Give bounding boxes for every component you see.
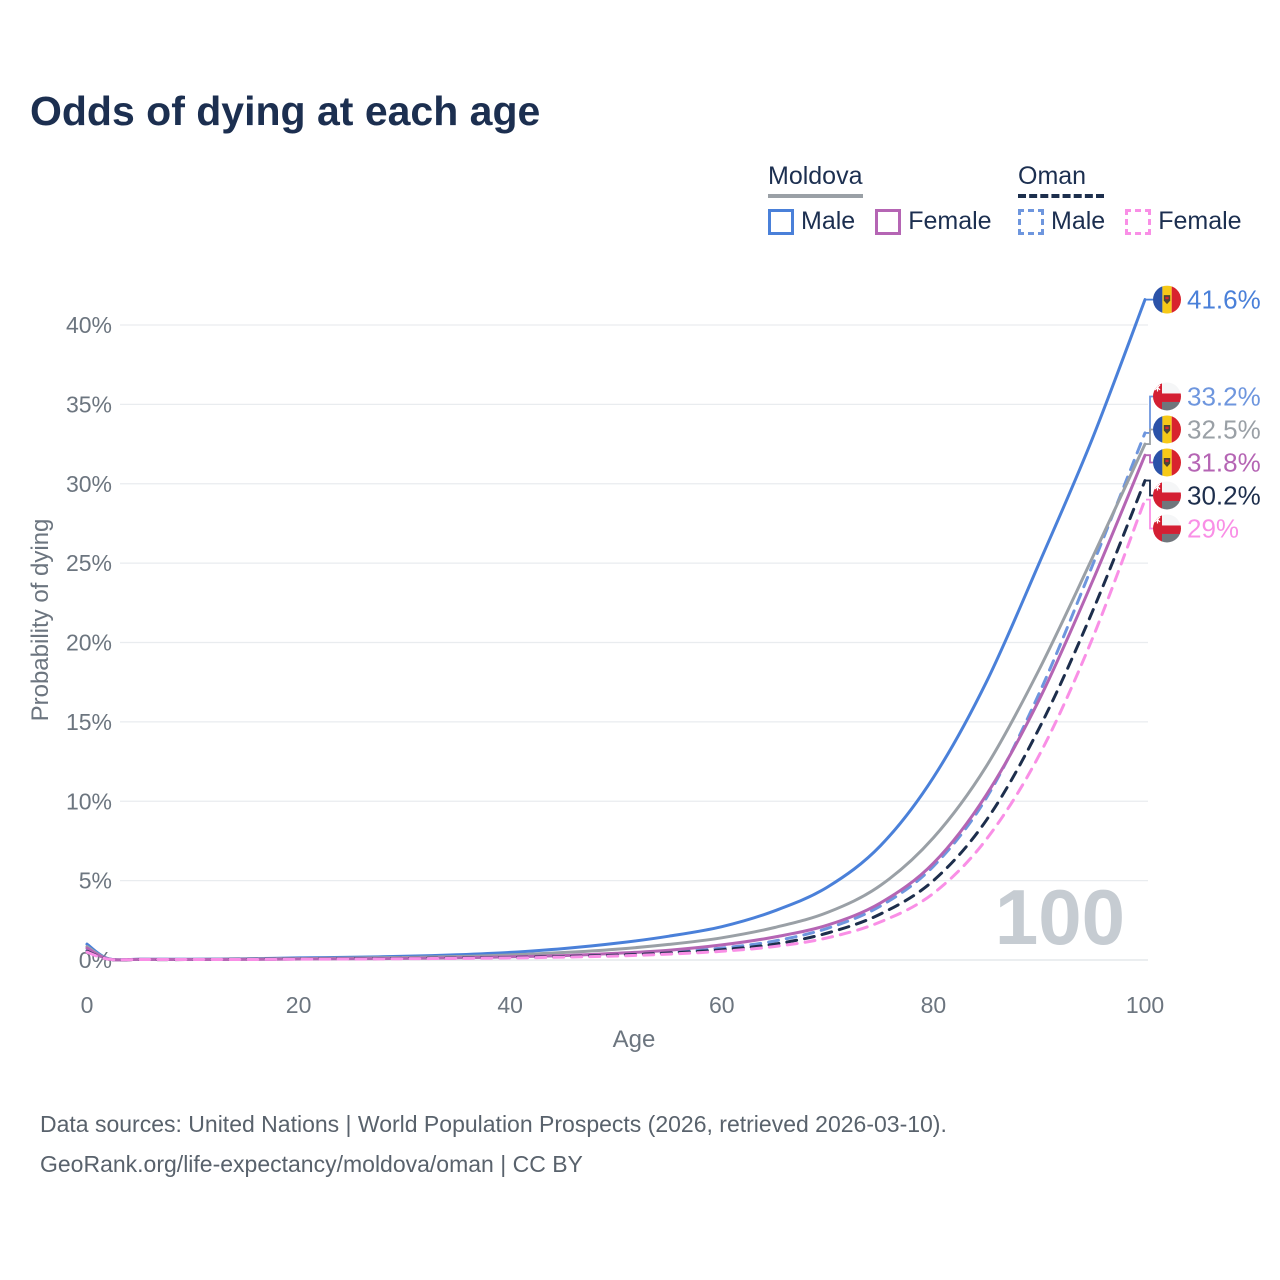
y-tick-label: 20% [66, 630, 112, 656]
legend-item-oman-female[interactable]: Female [1125, 207, 1242, 236]
x-tick-label: 40 [497, 992, 523, 1018]
end-label-connector [1146, 479, 1153, 497]
series-line-oman-female[interactable] [85, 498, 1147, 962]
legend: Moldova Male Female Oman Male Female [0, 162, 1280, 252]
series-line-moldova-male[interactable] [85, 298, 1147, 962]
legend-item-moldova-female[interactable]: Female [875, 207, 992, 236]
legend-label-oman-male: Male [1051, 207, 1106, 235]
y-axis-title: Probability of dying [27, 519, 54, 722]
x-tick-label: 0 [81, 992, 94, 1018]
legend-country-moldova[interactable]: Moldova [768, 162, 863, 198]
end-label-moldova-female: 31.8% [1187, 447, 1261, 477]
series-line-moldova-both[interactable] [85, 442, 1147, 962]
y-tick-label: 35% [66, 391, 112, 417]
end-label-connector [1146, 498, 1153, 530]
x-tick-label: 20 [286, 992, 312, 1018]
oman-male-swatch-icon [1018, 208, 1044, 235]
x-tick-label: 60 [709, 992, 735, 1018]
x-axis-title: Age [613, 1026, 656, 1053]
legend-group-moldova: Moldova Male Female [768, 162, 992, 236]
age-indicator-watermark: 100 [995, 873, 1125, 961]
end-label-oman-female: 29% [1187, 513, 1239, 543]
y-tick-label: 30% [66, 471, 112, 497]
legend-row-oman: Male Female [1018, 207, 1242, 236]
end-label-connector [1146, 395, 1153, 434]
page-title: Odds of dying at each age [30, 88, 541, 134]
legend-label-moldova-female: Female [908, 207, 992, 235]
footer: Data sources: United Nations | World Pop… [40, 1104, 947, 1184]
y-tick-label: 5% [79, 868, 112, 894]
end-label-connector [1146, 428, 1153, 445]
moldova-female-swatch-icon [875, 208, 902, 235]
footer-data-sources: Data sources: United Nations | World Pop… [40, 1111, 947, 1137]
oman-female-swatch-icon [1125, 208, 1152, 235]
end-label-moldova-both: 32.5% [1187, 414, 1261, 444]
oman-flag-icon [1153, 382, 1181, 411]
footer-attribution: GeoRank.org/life-expectancy/moldova/oman… [40, 1151, 583, 1177]
moldova-flag-icon [1153, 448, 1181, 477]
end-label-connector [1146, 454, 1153, 464]
legend-group-oman: Oman Male Female [1018, 162, 1242, 236]
moldova-flag-icon [1153, 285, 1181, 314]
oman-flag-icon [1153, 481, 1181, 510]
legend-item-oman-male[interactable]: Male [1018, 207, 1105, 236]
y-tick-label: 25% [66, 550, 112, 576]
legend-label-oman-female: Female [1158, 207, 1242, 235]
legend-label-moldova-male: Male [801, 207, 856, 235]
moldova-flag-icon [1153, 415, 1181, 444]
moldova-male-swatch-icon [768, 208, 794, 235]
series-line-moldova-female[interactable] [85, 453, 1147, 962]
y-tick-label: 40% [66, 312, 112, 338]
x-tick-label: 80 [921, 992, 947, 1018]
series-line-oman-both[interactable] [85, 479, 1147, 962]
y-tick-label: 10% [66, 788, 112, 814]
legend-row-moldova: Male Female [768, 207, 992, 236]
oman-flag-icon [1153, 514, 1181, 543]
end-label-moldova-male: 41.6% [1187, 285, 1261, 315]
legend-item-moldova-male[interactable]: Male [768, 207, 855, 236]
end-label-oman-male: 33.2% [1187, 381, 1261, 411]
legend-country-oman[interactable]: Oman [1018, 162, 1104, 198]
y-tick-label: 15% [66, 709, 112, 735]
end-label-oman-both: 30.2% [1187, 480, 1261, 510]
x-tick-label: 100 [1126, 992, 1164, 1018]
